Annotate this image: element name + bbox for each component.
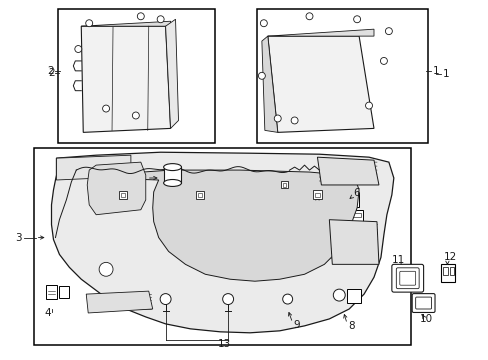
Polygon shape — [81, 21, 170, 26]
Bar — [198, 193, 202, 197]
Circle shape — [305, 13, 312, 20]
Text: 3: 3 — [15, 233, 21, 243]
Circle shape — [260, 20, 267, 27]
Text: 1: 1 — [432, 66, 438, 76]
Bar — [281, 181, 287, 188]
Ellipse shape — [163, 180, 181, 186]
Bar — [60, 286, 69, 298]
Circle shape — [157, 16, 164, 23]
Bar — [346, 289, 360, 303]
Polygon shape — [328, 220, 378, 264]
Circle shape — [222, 294, 233, 305]
Bar — [34, 148, 410, 345]
Bar — [449, 267, 453, 275]
Circle shape — [274, 115, 281, 122]
Bar — [45, 285, 57, 299]
Circle shape — [353, 16, 360, 23]
Bar — [163, 167, 181, 183]
FancyBboxPatch shape — [391, 264, 423, 292]
Polygon shape — [81, 26, 170, 132]
FancyBboxPatch shape — [415, 297, 431, 309]
FancyBboxPatch shape — [411, 294, 434, 312]
Polygon shape — [262, 36, 277, 132]
Bar — [443, 267, 447, 275]
Text: 11: 11 — [391, 255, 405, 265]
Bar — [441, 264, 454, 282]
Bar — [256, 9, 427, 143]
Circle shape — [102, 105, 109, 112]
Text: 7: 7 — [137, 170, 143, 180]
Polygon shape — [267, 36, 373, 132]
Text: 4: 4 — [44, 308, 51, 318]
Circle shape — [380, 58, 386, 64]
Circle shape — [160, 294, 171, 305]
Circle shape — [258, 72, 265, 79]
Bar — [342, 202, 355, 210]
Bar — [339, 193, 358, 207]
Circle shape — [99, 262, 113, 276]
Text: 2: 2 — [47, 66, 53, 76]
Circle shape — [333, 289, 345, 301]
Polygon shape — [86, 291, 152, 313]
Bar — [340, 213, 349, 217]
Polygon shape — [87, 162, 145, 215]
Text: 10: 10 — [419, 314, 432, 324]
Text: 8: 8 — [347, 321, 354, 331]
Text: 13: 13 — [217, 339, 230, 349]
Circle shape — [365, 102, 372, 109]
Bar — [312, 190, 321, 199]
Circle shape — [385, 28, 391, 35]
Polygon shape — [267, 29, 373, 36]
Circle shape — [85, 20, 93, 27]
Bar — [337, 210, 362, 225]
Ellipse shape — [163, 164, 181, 171]
Text: 5: 5 — [313, 192, 320, 202]
Polygon shape — [51, 152, 393, 333]
Polygon shape — [165, 19, 178, 129]
Circle shape — [290, 117, 298, 124]
Text: 9: 9 — [293, 320, 299, 330]
Bar — [121, 193, 124, 197]
Polygon shape — [317, 157, 378, 185]
Circle shape — [282, 294, 292, 304]
Text: 6: 6 — [352, 188, 359, 198]
Bar — [119, 191, 127, 199]
Text: 12: 12 — [443, 252, 456, 262]
Circle shape — [132, 112, 139, 119]
Bar — [59, 9, 215, 143]
Polygon shape — [56, 155, 131, 180]
FancyBboxPatch shape — [395, 268, 418, 289]
Bar — [350, 213, 360, 217]
Polygon shape — [101, 170, 358, 281]
Circle shape — [137, 13, 144, 20]
Text: 2: 2 — [48, 68, 54, 78]
Bar — [196, 191, 204, 199]
Text: 1: 1 — [442, 69, 448, 79]
Bar — [315, 193, 319, 197]
FancyBboxPatch shape — [399, 271, 415, 285]
Circle shape — [75, 46, 81, 53]
Bar — [283, 183, 286, 187]
